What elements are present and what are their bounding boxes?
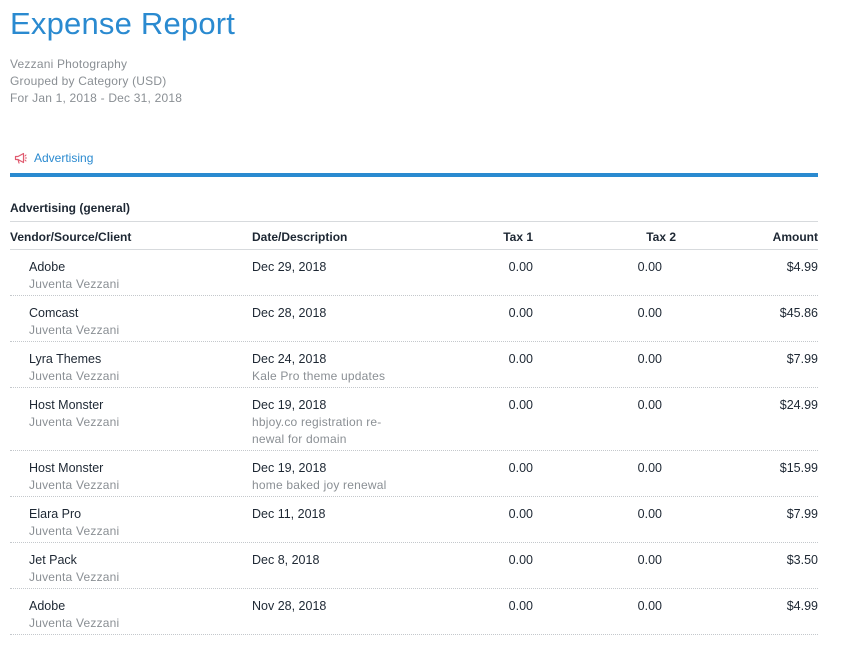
megaphone-icon <box>14 152 27 164</box>
expense-date: Nov 28, 2018 <box>252 599 327 613</box>
amount-value: $4.99 <box>786 260 818 274</box>
company-name: Vezzani Photography <box>10 57 128 71</box>
table-row: Lyra Themes Juventa Vezzani Dec 24, 2018 K… <box>10 342 818 388</box>
expense-date: Dec 28, 2018 <box>252 306 327 320</box>
table-row: Host Monster Juventa Vezzani Dec 19, 2018… <box>10 388 818 451</box>
client-name: Juventa Vezzani <box>29 524 120 538</box>
vendor-name: Adobe <box>29 599 66 613</box>
client-name: Juventa Vezzani <box>29 369 120 383</box>
expense-table: Vendor/Source/Client Date/Description Ta… <box>10 221 818 635</box>
table-row: Adobe Juventa Vezzani Dec 29, 2018 0.00 0… <box>10 250 818 296</box>
expense-date: Dec 24, 2018 <box>252 352 327 366</box>
amount-value: $45.86 <box>779 306 818 320</box>
expense-description: home baked joy renewal <box>252 478 387 492</box>
amount-value: $7.99 <box>786 507 818 521</box>
tax2-value: 0.00 <box>637 306 662 320</box>
expense-date: Dec 19, 2018 <box>252 398 327 412</box>
report-meta: Vezzani Photography Grouped by Category … <box>10 56 182 107</box>
tax2-value: 0.00 <box>637 461 662 475</box>
client-name: Juventa Vezzani <box>29 616 120 630</box>
tax1-value: 0.00 <box>508 352 533 366</box>
vendor-name: Adobe <box>29 260 66 274</box>
header-amount: Amount <box>772 230 818 244</box>
amount-value: $4.99 <box>786 599 818 613</box>
table-row: Elara Pro Juventa Vezzani Dec 11, 2018 0.… <box>10 497 818 543</box>
grouping-label: Grouped by Category (USD) <box>10 74 167 88</box>
vendor-name: Host Monster <box>29 461 104 475</box>
section-title: Advertising (general) <box>10 201 131 215</box>
period-label: For Jan 1, 2018 - Dec 31, 2018 <box>10 91 183 105</box>
tax2-value: 0.00 <box>637 260 662 274</box>
header-tax1: Tax 1 <box>503 230 533 244</box>
tax2-value: 0.00 <box>637 553 662 567</box>
expense-date: Dec 8, 2018 <box>252 553 320 567</box>
category-divider <box>10 173 818 177</box>
tax1-value: 0.00 <box>508 398 533 412</box>
tax2-value: 0.00 <box>637 507 662 521</box>
tax2-value: 0.00 <box>637 352 662 366</box>
vendor-name: Elara Pro <box>29 507 82 521</box>
expense-description: Kale Pro theme updates <box>252 369 386 383</box>
header-vendor: Vendor/Source/Client <box>10 230 132 244</box>
vendor-name: Host Monster <box>29 398 104 412</box>
table-row: Host Monster Juventa Vezzani Dec 19, 2018… <box>10 451 818 497</box>
expense-date: Dec 19, 2018 <box>252 461 327 475</box>
client-name: Juventa Vezzani <box>29 570 120 584</box>
tax1-value: 0.00 <box>508 260 533 274</box>
vendor-name: Comcast <box>29 306 79 320</box>
client-name: Juventa Vezzani <box>29 478 120 492</box>
client-name: Juventa Vezzani <box>29 415 120 429</box>
client-name: Juventa Vezzani <box>29 277 120 291</box>
table-row: Comcast Juventa Vezzani Dec 28, 2018 0.00… <box>10 296 818 342</box>
amount-value: $7.99 <box>786 352 818 366</box>
table-row: Adobe Juventa Vezzani Nov 28, 2018 0.00 0… <box>10 589 818 635</box>
table-header: Vendor/Source/Client Date/Description Ta… <box>10 221 818 250</box>
category-label: Advertising <box>34 151 94 165</box>
tax1-value: 0.00 <box>508 553 533 567</box>
amount-value: $3.50 <box>786 553 818 567</box>
report-title: Expense Report <box>10 6 236 41</box>
tax2-value: 0.00 <box>637 599 662 613</box>
tax1-value: 0.00 <box>508 507 533 521</box>
header-date: Date/Description <box>252 230 348 244</box>
vendor-name: Lyra Themes <box>29 352 102 366</box>
client-name: Juventa Vezzani <box>29 323 120 337</box>
tax1-value: 0.00 <box>508 461 533 475</box>
tax1-value: 0.00 <box>508 306 533 320</box>
expense-description: hbjoy.co registration re-newal for domai… <box>252 415 382 446</box>
tax1-value: 0.00 <box>508 599 533 613</box>
vendor-name: Jet Pack <box>29 553 77 567</box>
category-heading: Advertising <box>14 151 93 165</box>
header-tax2: Tax 2 <box>646 230 676 244</box>
table-row: Jet Pack Juventa Vezzani Dec 8, 2018 0.00… <box>10 543 818 589</box>
amount-value: $15.99 <box>779 461 818 475</box>
expense-date: Dec 29, 2018 <box>252 260 327 274</box>
expense-date: Dec 11, 2018 <box>252 507 326 521</box>
amount-value: $24.99 <box>779 398 818 412</box>
tax2-value: 0.00 <box>637 398 662 412</box>
